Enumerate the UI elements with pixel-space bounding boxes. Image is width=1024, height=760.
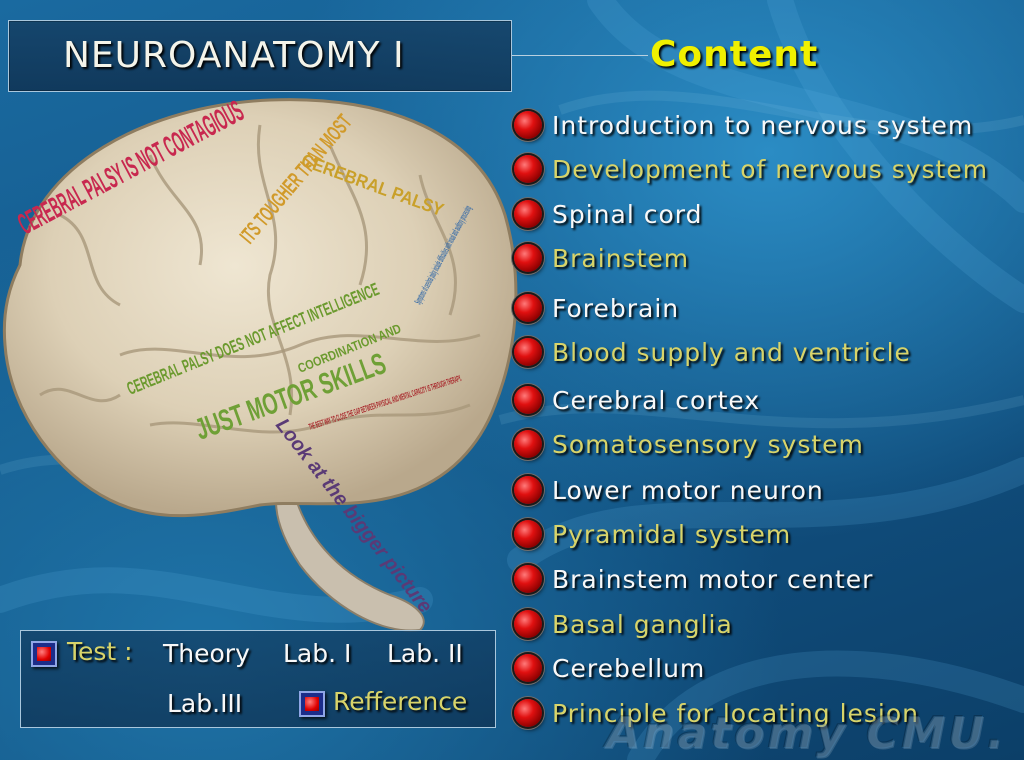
menu-item-somatosensory[interactable]: Somatosensory system bbox=[514, 424, 864, 464]
reference-link[interactable]: Refference bbox=[333, 687, 468, 716]
test-square-icon bbox=[31, 641, 57, 667]
menu-item-development[interactable]: Development of nervous system bbox=[514, 149, 988, 189]
menu-item-label: Lower motor neuron bbox=[552, 475, 824, 505]
menu-item-label: Pyramidal system bbox=[552, 519, 792, 549]
red-bullet-icon bbox=[514, 430, 542, 458]
red-bullet-icon bbox=[514, 565, 542, 593]
test-lab1-link[interactable]: Lab. I bbox=[283, 639, 352, 668]
red-bullet-icon bbox=[514, 155, 542, 183]
menu-item-brainstem[interactable]: Brainstem bbox=[514, 238, 689, 278]
test-label: Test : bbox=[67, 637, 133, 666]
title-connector-line bbox=[512, 55, 648, 56]
menu-item-label: Development of nervous system bbox=[552, 154, 989, 184]
reference-square-icon[interactable] bbox=[299, 691, 325, 717]
menu-item-label: Introduction to nervous system bbox=[552, 110, 974, 140]
menu-item-label: Somatosensory system bbox=[552, 429, 864, 459]
menu-item-forebrain[interactable]: Forebrain bbox=[514, 288, 679, 328]
test-lab3-link[interactable]: Lab.III bbox=[167, 689, 243, 718]
red-bullet-icon bbox=[514, 699, 542, 727]
red-bullet-icon bbox=[514, 386, 542, 414]
content-heading: Content bbox=[650, 34, 819, 75]
menu-item-label: Forebrain bbox=[552, 293, 680, 323]
menu-item-lower-motor-neuron[interactable]: Lower motor neuron bbox=[514, 470, 824, 510]
red-bullet-icon bbox=[514, 338, 542, 366]
brain-illustration: CEREBRAL PALSY IS NOT CONTAGIOUS CEREBRA… bbox=[2, 95, 518, 632]
page-title: NEUROANATOMY I bbox=[63, 35, 405, 76]
menu-item-introduction[interactable]: Introduction to nervous system bbox=[514, 105, 973, 145]
anatomy-cmu-watermark: Anatomy CMU. bbox=[606, 708, 1007, 759]
red-bullet-icon bbox=[514, 294, 542, 322]
menu-item-label: Blood supply and ventricle bbox=[552, 337, 911, 367]
red-bullet-icon bbox=[514, 476, 542, 504]
menu-item-locating-lesion[interactable]: Principle for locating lesion bbox=[514, 693, 919, 733]
menu-item-label: Brainstem bbox=[552, 243, 690, 273]
red-bullet-icon bbox=[514, 654, 542, 682]
menu-item-basal-ganglia[interactable]: Basal ganglia bbox=[514, 604, 733, 644]
menu-item-label: Cerebral cortex bbox=[552, 385, 761, 415]
menu-item-spinal-cord[interactable]: Spinal cord bbox=[514, 194, 703, 234]
menu-item-pyramidal[interactable]: Pyramidal system bbox=[514, 514, 791, 554]
menu-item-cerebral-cortex[interactable]: Cerebral cortex bbox=[514, 380, 760, 420]
cerebrum-shape bbox=[2, 98, 518, 518]
test-panel: Test : Theory Lab. I Lab. II Lab.III Ref… bbox=[20, 630, 496, 728]
title-box: NEUROANATOMY I bbox=[8, 20, 512, 92]
red-bullet-icon bbox=[514, 610, 542, 638]
menu-item-blood-supply[interactable]: Blood supply and ventricle bbox=[514, 332, 911, 372]
test-theory-link[interactable]: Theory bbox=[163, 639, 250, 668]
test-lab2-link[interactable]: Lab. II bbox=[387, 639, 463, 668]
red-bullet-icon bbox=[514, 244, 542, 272]
menu-item-brainstem-motor[interactable]: Brainstem motor center bbox=[514, 559, 873, 599]
menu-item-label: Basal ganglia bbox=[552, 609, 733, 639]
menu-item-label: Principle for locating lesion bbox=[552, 698, 920, 728]
red-bullet-icon bbox=[514, 520, 542, 548]
menu-item-label: Cerebellum bbox=[552, 653, 706, 683]
red-bullet-icon bbox=[514, 111, 542, 139]
menu-item-cerebellum[interactable]: Cerebellum bbox=[514, 648, 705, 688]
red-bullet-icon bbox=[514, 200, 542, 228]
menu-item-label: Brainstem motor center bbox=[552, 564, 874, 594]
menu-item-label: Spinal cord bbox=[552, 199, 703, 229]
